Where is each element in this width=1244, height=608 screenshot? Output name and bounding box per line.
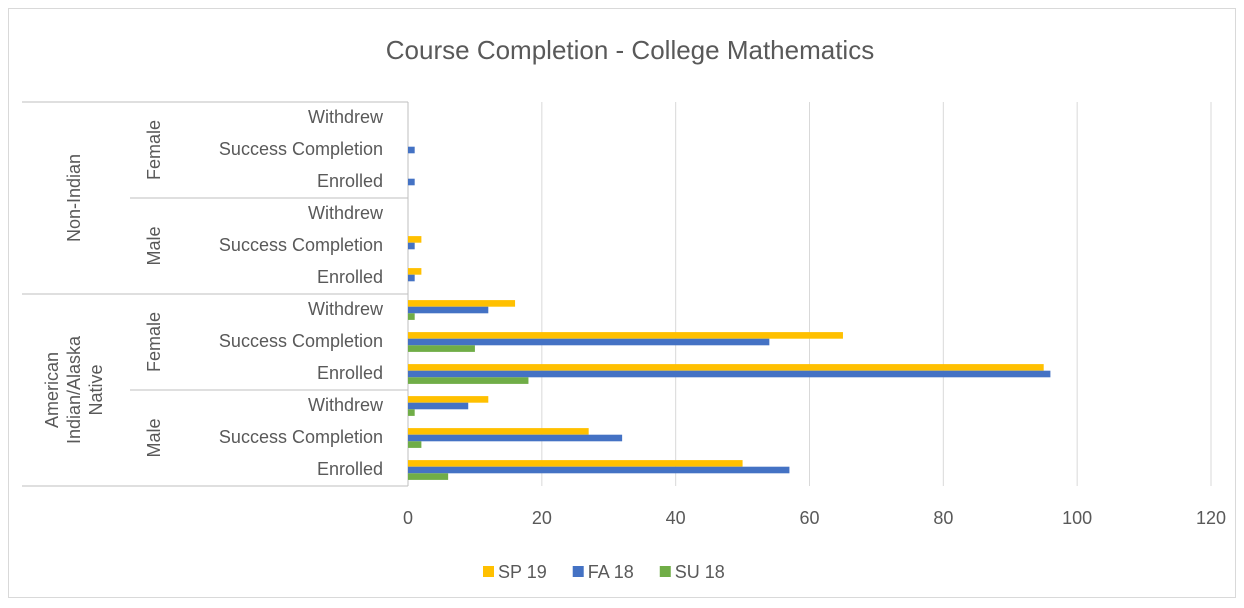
bar xyxy=(408,409,415,416)
legend-label: FA 18 xyxy=(588,562,634,582)
bar xyxy=(408,370,1051,378)
x-tick-label: 100 xyxy=(1062,508,1092,528)
chart-title: Course Completion - College Mathematics xyxy=(386,35,874,65)
category-label: Withdrew xyxy=(308,107,384,127)
legend-swatch xyxy=(659,566,671,577)
category-label: Success Completion xyxy=(219,139,383,159)
category-label: Enrolled xyxy=(317,459,383,479)
x-tick-label: 60 xyxy=(799,508,819,528)
bar xyxy=(408,313,415,320)
bar xyxy=(408,146,415,154)
bar xyxy=(408,242,415,250)
bar xyxy=(408,466,790,474)
bar xyxy=(408,377,529,384)
bar xyxy=(408,300,516,307)
legend-swatch xyxy=(572,566,584,577)
bar xyxy=(408,434,623,442)
bar xyxy=(408,236,422,243)
subgroup-label: Male xyxy=(144,226,164,265)
bar xyxy=(408,268,422,275)
bar xyxy=(408,460,743,467)
x-tick-label: 40 xyxy=(666,508,686,528)
subgroup-label: Male xyxy=(144,418,164,457)
bar xyxy=(408,428,589,435)
bar xyxy=(408,332,843,339)
category-label: Withdrew xyxy=(308,203,384,223)
bar xyxy=(408,306,489,314)
bar xyxy=(408,402,469,410)
legend-label: SU 18 xyxy=(675,562,725,582)
category-label: Success Completion xyxy=(219,235,383,255)
bar xyxy=(408,396,489,403)
bar xyxy=(408,178,415,186)
x-tick-label: 80 xyxy=(933,508,953,528)
group-label: American Indian/Alaska Native xyxy=(42,335,106,444)
x-tick-label: 20 xyxy=(532,508,552,528)
category-label: Enrolled xyxy=(317,363,383,383)
legend-swatch xyxy=(483,566,494,577)
category-label: Withdrew xyxy=(308,395,384,415)
x-tick-label: 120 xyxy=(1196,508,1226,528)
bar xyxy=(408,345,475,352)
bar xyxy=(408,441,422,448)
x-tick-label: 0 xyxy=(403,508,413,528)
category-label: Success Completion xyxy=(219,331,383,351)
bar xyxy=(408,473,449,480)
chart-frame xyxy=(8,8,1236,598)
subgroup-label: Female xyxy=(144,120,164,180)
legend-label: SP 19 xyxy=(498,562,547,582)
category-label: Withdrew xyxy=(308,299,384,319)
bar xyxy=(408,274,415,282)
bar xyxy=(408,364,1044,371)
category-label: Success Completion xyxy=(219,427,383,447)
category-label: Enrolled xyxy=(317,267,383,287)
category-label: Enrolled xyxy=(317,171,383,191)
bar xyxy=(408,338,770,346)
group-label: Non-Indian xyxy=(64,154,84,242)
subgroup-label: Female xyxy=(144,312,164,372)
